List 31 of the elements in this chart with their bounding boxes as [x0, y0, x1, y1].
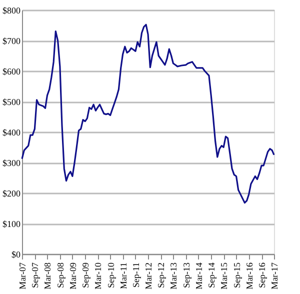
x-tick-label: Sep-15 — [232, 262, 242, 288]
y-tick-label: $300 — [2, 158, 21, 168]
x-tick-label: Mar-16 — [244, 262, 254, 290]
y-tick-label: $200 — [2, 188, 21, 198]
x-tick-label: Mar-09 — [68, 262, 78, 290]
y-tick-label: $100 — [2, 219, 21, 229]
x-tick-label: Mar-10 — [93, 262, 104, 290]
x-tick-label: Mar-15 — [219, 262, 230, 290]
y-tick-label: $400 — [2, 128, 21, 138]
x-tick-label: Sep-08 — [55, 262, 66, 288]
x-tick-label: Mar-14 — [194, 262, 204, 290]
x-tick-label: Sep-13 — [181, 262, 192, 288]
line-series — [21, 24, 275, 204]
x-tick-label: Sep-10 — [106, 262, 116, 288]
y-tick-label: $0 — [12, 250, 21, 260]
x-tick-label: Mar-17 — [270, 262, 280, 290]
x-tick-label: Sep-16 — [257, 262, 268, 288]
x-tick-label: Mar-08 — [42, 262, 53, 290]
y-tick-label: $700 — [2, 36, 21, 46]
x-tick-label: Mar-11 — [118, 262, 128, 289]
y-tick-label: $800 — [2, 6, 21, 16]
y-tick-label: $500 — [2, 97, 21, 107]
y-tick-label: $600 — [2, 66, 21, 76]
x-tick-label: Sep-09 — [80, 262, 91, 288]
x-tick-label: Mar-07 — [18, 262, 28, 290]
x-tick-label: Sep-14 — [206, 262, 217, 288]
x-tick-label: Sep-12 — [156, 262, 166, 288]
x-tick-label: Sep-07 — [30, 262, 40, 288]
x-tick-label: Mar-13 — [168, 262, 179, 290]
x-tick-label: Mar-12 — [144, 262, 154, 290]
x-tick-label: Sep-11 — [130, 262, 141, 288]
